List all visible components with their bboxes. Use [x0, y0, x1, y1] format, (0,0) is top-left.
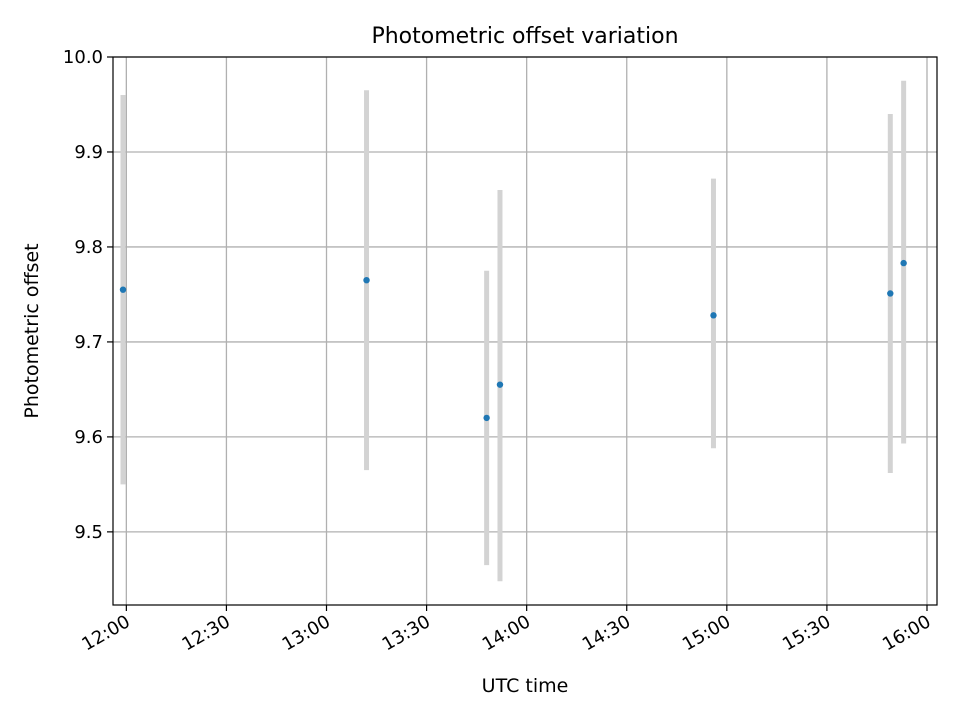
x-axis-label: UTC time	[482, 675, 569, 697]
data-point	[900, 259, 907, 267]
data-point	[363, 276, 370, 284]
y-axis-label: Photometric offset	[21, 243, 43, 418]
y-axis-ticks: 9.5 9.6 9.7 9.8 9.9 10.0	[63, 47, 113, 543]
y-tick-label: 9.8	[74, 237, 103, 258]
y-tick-label: 9.7	[74, 332, 103, 353]
data-point	[496, 381, 504, 388]
data-point	[119, 286, 127, 293]
data-point	[887, 290, 894, 297]
y-tick-label: 9.5	[74, 522, 103, 543]
plot-frame	[112, 56, 938, 606]
y-tick-label: 9.6	[74, 427, 103, 448]
grid-lines	[113, 56, 937, 605]
data-point	[483, 414, 490, 422]
chart-title: Photometric offset variation	[371, 24, 678, 49]
y-tick-label: 9.9	[74, 142, 103, 163]
y-tick-label: 10.0	[63, 47, 103, 68]
data-points	[119, 259, 907, 422]
data-point	[710, 312, 717, 319]
